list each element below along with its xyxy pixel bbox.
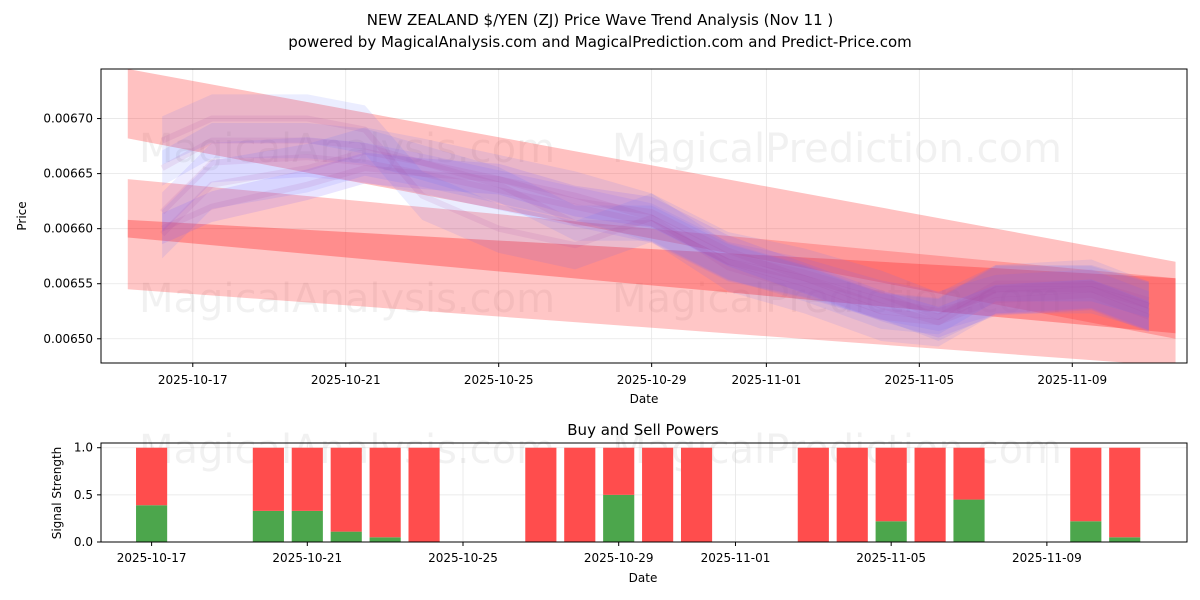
sell-bar (136, 447, 168, 506)
main-plot-area (127, 69, 1176, 363)
signal-x-tick-label: 2025-10-21 (272, 551, 342, 565)
buy-bar (252, 510, 284, 542)
watermark-3: MagicalAnalysis.com (139, 276, 555, 322)
signal-y-tick-label: 0.5 (74, 488, 93, 502)
buy-bar (330, 531, 362, 542)
sell-bar (914, 447, 946, 542)
sell-bar (525, 447, 557, 542)
buy-bar (875, 521, 907, 542)
main-y-label: Price (15, 201, 29, 230)
red-trend-band-1 (127, 69, 1176, 339)
signal-x-tick-label: 2025-11-01 (701, 551, 771, 565)
wave-core-line-4 (160, 165, 1150, 326)
sell-bar (797, 447, 829, 542)
main-gridlines (101, 69, 1187, 363)
buy-bar (603, 494, 635, 542)
blue-wave-band-1 (162, 127, 1149, 341)
chart-subtitle: powered by MagicalAnalysis.com and Magic… (288, 33, 912, 51)
red-trend-band-2 (127, 179, 1176, 363)
wave-core-line-2 (160, 154, 1150, 315)
main-x-tick-label: 2025-10-25 (464, 373, 534, 387)
signal-y-ticks: 0.0 0.5 1.0 (74, 441, 101, 549)
sell-bar (369, 447, 401, 538)
sell-bar (836, 447, 868, 542)
main-x-label: Date (630, 392, 659, 406)
buy-bar (1109, 537, 1141, 542)
signal-title: Buy and Sell Powers (567, 421, 719, 439)
wave-core-line-1 (160, 148, 1150, 320)
sell-bar (291, 447, 323, 511)
main-y-tick-label: 0.00650 (43, 332, 93, 346)
main-x-tick-label: 2025-10-29 (617, 373, 687, 387)
signal-y-label: Signal Strength (50, 447, 64, 540)
main-y-tick-label: 0.00655 (43, 277, 93, 291)
buy-bar (953, 499, 985, 542)
main-watermarks: MagicalAnalysis.com MagicalPrediction.co… (139, 126, 1062, 322)
main-y-tick-label: 0.00660 (43, 222, 93, 236)
sell-bar (564, 447, 596, 542)
sell-bar (603, 447, 635, 495)
signal-bars (136, 447, 1141, 542)
sell-bar (642, 447, 674, 542)
sell-bar (1109, 447, 1141, 538)
main-x-tick-label: 2025-11-09 (1037, 373, 1107, 387)
main-y-ticks: 0.00650 0.00655 0.00660 0.00665 0.00670 (43, 112, 101, 346)
chart-title: NEW ZEALAND $/YEN (ZJ) Price Wave Trend … (367, 11, 834, 29)
blue-wave-band-2 (162, 137, 1149, 332)
wave-core-line-3 (160, 115, 1150, 326)
sell-bar (1070, 447, 1102, 522)
sell-bar (875, 447, 907, 522)
main-x-tick-label: 2025-11-05 (884, 373, 954, 387)
signal-x-tick-label: 2025-10-25 (428, 551, 498, 565)
main-y-tick-label: 0.00665 (43, 167, 93, 181)
buy-bar (1070, 521, 1102, 542)
main-x-tick-label: 2025-11-01 (731, 373, 801, 387)
signal-y-tick-label: 0.0 (74, 535, 93, 549)
blue-wave-band-5 (162, 122, 1149, 335)
main-x-ticks: 2025-10-17 2025-10-21 2025-10-25 2025-10-29… (158, 363, 1107, 387)
signal-x-tick-label: 2025-11-05 (856, 551, 926, 565)
wave-core-line-5 (160, 137, 1150, 320)
sell-bar (252, 447, 284, 511)
watermark-1: MagicalAnalysis.com (139, 126, 555, 172)
signal-y-tick-label: 1.0 (74, 441, 93, 455)
signal-axes-frame (100, 442, 1188, 543)
sell-bar (680, 447, 713, 542)
sell-bar (953, 447, 985, 500)
main-x-tick-label: 2025-10-17 (158, 373, 228, 387)
watermark-2: MagicalPrediction.com (612, 126, 1062, 172)
main-axes-frame (100, 68, 1188, 364)
blue-wave-band-3 (162, 94, 1149, 347)
signal-x-tick-label: 2025-11-09 (1012, 551, 1082, 565)
signal-x-label: Date (629, 571, 658, 585)
main-x-tick-label: 2025-10-21 (311, 373, 381, 387)
sell-bar (408, 447, 440, 542)
red-trend-band-3 (127, 219, 1176, 334)
main-y-tick-label: 0.00670 (43, 112, 93, 126)
buy-bar (369, 537, 401, 542)
signal-x-ticks: 2025-10-17 2025-10-21 2025-10-25 2025-10-29… (117, 542, 1082, 565)
buy-bar (136, 505, 168, 542)
sell-bar (330, 447, 362, 532)
watermark-4: MagicalPrediction.com (612, 276, 1062, 322)
buy-bar (291, 510, 323, 542)
signal-x-tick-label: 2025-10-29 (584, 551, 654, 565)
signal-x-tick-label: 2025-10-17 (117, 551, 187, 565)
